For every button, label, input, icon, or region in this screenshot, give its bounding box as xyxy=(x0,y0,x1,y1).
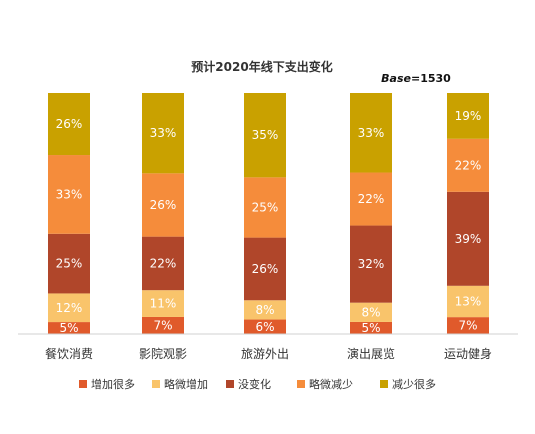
bar-segment-5-2 xyxy=(447,285,489,318)
data-label-1-4: 33% xyxy=(56,187,83,201)
legend-label-1: 增加很多 xyxy=(91,377,135,391)
category-label-4: 演出展览 xyxy=(347,346,395,361)
bar-segment-4-5 xyxy=(350,93,392,173)
category-label-5: 运动健身 xyxy=(444,346,492,361)
bar-segment-2-3 xyxy=(142,236,184,291)
data-label-4-3: 32% xyxy=(358,257,385,271)
bar-segment-2-2 xyxy=(142,290,184,317)
bar-segment-5-4 xyxy=(447,138,489,192)
data-label-3-4: 25% xyxy=(252,200,279,214)
bar-segment-5-1 xyxy=(447,317,489,334)
data-label-2-2: 11% xyxy=(150,297,177,311)
data-label-4-5: 33% xyxy=(358,126,385,140)
bar-segment-4-4 xyxy=(350,172,392,226)
data-label-3-2: 8% xyxy=(255,303,274,317)
legend-swatch-2 xyxy=(152,380,160,388)
category-labels: 餐饮消费 影院观影 旅游外出 演出展览 运动健身 xyxy=(45,346,492,361)
legend-label-5: 减少很多 xyxy=(392,377,436,391)
data-label-5-3: 39% xyxy=(455,232,482,246)
bar-segment-1-3 xyxy=(48,233,90,294)
legend-label-3: 没变化 xyxy=(238,377,271,391)
data-label-5-5: 19% xyxy=(455,109,482,123)
bar-segment-4-2 xyxy=(350,302,392,322)
category-label-3: 旅游外出 xyxy=(241,347,289,361)
data-label-2-5: 33% xyxy=(150,126,177,140)
data-label-2-4: 26% xyxy=(150,198,177,212)
data-label-5-1: 7% xyxy=(458,319,477,333)
data-label-3-5: 35% xyxy=(252,128,279,142)
bar-segment-3-4 xyxy=(244,177,286,238)
data-label-4-1: 5% xyxy=(361,321,380,335)
legend-swatch-5 xyxy=(380,380,388,388)
legend-label-2: 略微增加 xyxy=(164,377,208,391)
data-label-2-3: 22% xyxy=(150,256,177,270)
data-label-4-2: 8% xyxy=(361,305,380,319)
data-label-5-2: 13% xyxy=(455,294,482,308)
data-label-2-1: 7% xyxy=(153,318,172,332)
base-value: =1530 xyxy=(411,72,451,85)
chart-title: 预计2020年线下支出变化 xyxy=(191,59,332,74)
data-label-3-1: 6% xyxy=(255,320,274,334)
legend: 增加很多 略微增加 没变化 略微减少 减少很多 xyxy=(79,377,436,391)
data-label-1-3: 25% xyxy=(56,257,83,271)
legend-swatch-1 xyxy=(79,380,87,388)
bar-segment-2-1 xyxy=(142,316,184,334)
data-label-1-5: 26% xyxy=(56,117,83,131)
bar-segment-4-3 xyxy=(350,225,392,303)
data-label-1-2: 12% xyxy=(56,301,83,315)
data-label-3-3: 26% xyxy=(252,262,279,276)
bar-segment-3-1 xyxy=(244,319,286,334)
bar-segment-1-2 xyxy=(48,293,90,323)
bars-group: 5% 12% 25% 33% 26% 7% 11% 22% 26% 33% 6% 8% 26% 25% 35… xyxy=(48,93,489,335)
base-annotation: Base=1530 xyxy=(381,72,451,85)
data-label-4-4: 22% xyxy=(358,192,385,206)
data-label-1-1: 5% xyxy=(59,321,78,335)
bar-segment-3-3 xyxy=(244,237,286,301)
bar-segment-1-5 xyxy=(48,93,90,156)
bar-segment-2-5 xyxy=(142,93,184,174)
bar-segment-2-4 xyxy=(142,173,184,237)
category-label-2: 影院观影 xyxy=(139,347,187,361)
bar-segment-1-4 xyxy=(48,155,90,234)
legend-label-4: 略微减少 xyxy=(309,377,353,391)
bar-segment-1-1 xyxy=(48,322,90,334)
data-label-5-4: 22% xyxy=(455,158,482,172)
legend-swatch-4 xyxy=(297,380,305,388)
bar-segment-4-1 xyxy=(350,321,392,334)
bar-segment-3-5 xyxy=(244,93,286,178)
bar-segment-5-3 xyxy=(447,191,489,286)
legend-swatch-3 xyxy=(226,380,234,388)
bar-segment-5-5 xyxy=(447,93,489,139)
category-label-1: 餐饮消费 xyxy=(45,346,93,361)
base-label: Base xyxy=(381,72,411,85)
bar-segment-3-2 xyxy=(244,300,286,320)
